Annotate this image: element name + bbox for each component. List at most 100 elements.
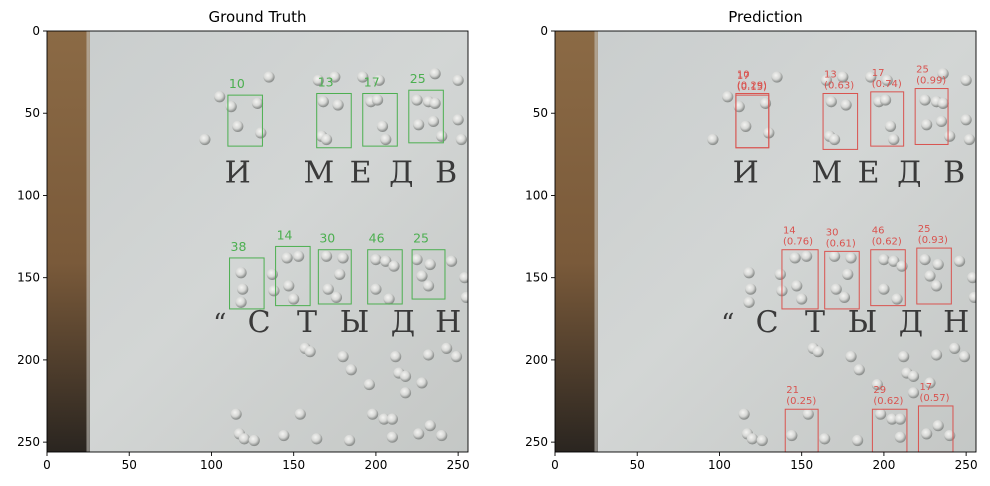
braille-dot bbox=[756, 434, 768, 447]
braille-dot bbox=[838, 291, 851, 304]
photo-letter: Д bbox=[899, 305, 923, 340]
braille-dot bbox=[380, 133, 392, 146]
x-tick-label: 100 bbox=[200, 458, 223, 472]
braille-dot bbox=[830, 283, 842, 295]
braille-dot bbox=[363, 378, 375, 391]
braille-dot bbox=[840, 99, 852, 111]
braille-dot bbox=[746, 433, 758, 445]
braille-dot bbox=[963, 133, 976, 146]
y-tick-label: 50 bbox=[533, 106, 548, 120]
braille-dot bbox=[871, 378, 883, 391]
braille-dot bbox=[450, 351, 463, 363]
x-tick-label: 250 bbox=[955, 458, 978, 472]
braille-dot bbox=[921, 119, 933, 131]
bbox-score: (0.61) bbox=[826, 238, 856, 249]
bbox bbox=[227, 94, 263, 147]
braille-dot bbox=[886, 413, 898, 425]
braille-dot bbox=[330, 291, 343, 304]
braille-dot bbox=[232, 120, 244, 132]
photo-letter: В bbox=[943, 155, 965, 190]
braille-dot bbox=[317, 96, 329, 108]
braille-dot bbox=[427, 115, 440, 128]
braille-dot bbox=[944, 130, 956, 142]
braille-dot bbox=[907, 387, 920, 399]
braille-dot bbox=[237, 283, 249, 295]
braille-dot bbox=[937, 68, 949, 80]
braille-dot bbox=[312, 74, 324, 86]
braille-dot bbox=[944, 429, 956, 442]
bbox bbox=[781, 249, 819, 310]
photo-letter: В bbox=[435, 155, 457, 190]
braille-dot bbox=[707, 133, 719, 146]
braille-dot bbox=[968, 291, 976, 304]
y-tick-label: 0 bbox=[540, 24, 548, 38]
braille-dot bbox=[266, 268, 278, 280]
braille-dot bbox=[842, 268, 854, 280]
braille-dot bbox=[386, 431, 398, 443]
braille-dot bbox=[879, 94, 892, 106]
braille-dot bbox=[455, 133, 468, 146]
x-tick-label: 200 bbox=[872, 458, 895, 472]
photo-letter: Д bbox=[389, 155, 413, 190]
bbox-label: 25 bbox=[410, 71, 426, 86]
photo-letter: С bbox=[248, 305, 271, 340]
braille-dot bbox=[771, 71, 783, 83]
braille-dot bbox=[801, 250, 813, 262]
braille-dot bbox=[413, 428, 425, 440]
braille-dot bbox=[460, 291, 468, 304]
braille-dot bbox=[390, 351, 402, 363]
bbox-label: 17 bbox=[737, 71, 750, 82]
braille-dot bbox=[311, 433, 323, 445]
panel-title: Prediction bbox=[728, 8, 803, 26]
braille-dot bbox=[875, 408, 887, 420]
braille-dot bbox=[960, 114, 972, 126]
photo-letter: “ bbox=[721, 309, 734, 339]
braille-dot bbox=[791, 280, 803, 292]
x-tick-label: 200 bbox=[364, 458, 387, 472]
braille-dot bbox=[238, 433, 250, 445]
bbox bbox=[367, 249, 403, 305]
braille-dot bbox=[304, 346, 316, 358]
bbox-label: 13 bbox=[824, 69, 837, 80]
bbox bbox=[824, 250, 860, 310]
braille-dot bbox=[214, 91, 226, 103]
braille-dot bbox=[399, 370, 412, 382]
bbox-layer: 10(0.29)17(0.15)13(0.63)17(0.74)25(0.99)… bbox=[735, 65, 954, 453]
x-tick-label: 0 bbox=[551, 458, 559, 472]
braille-dot bbox=[278, 429, 290, 442]
braille-dot bbox=[878, 253, 890, 266]
bbox bbox=[870, 249, 906, 307]
wooden-edge bbox=[47, 31, 90, 452]
braille-dot bbox=[949, 342, 961, 354]
bbox bbox=[870, 91, 905, 147]
braille-dot bbox=[288, 293, 300, 305]
y-tick-label: 0 bbox=[32, 24, 40, 38]
braille-dot bbox=[225, 101, 237, 113]
bbox-label: 46 bbox=[872, 226, 885, 237]
bbox-label: 14 bbox=[277, 227, 293, 242]
braille-dot bbox=[337, 351, 349, 363]
bbox bbox=[362, 92, 398, 147]
braille-dot bbox=[820, 74, 832, 86]
braille-dot bbox=[386, 413, 398, 425]
photo-letter: М bbox=[812, 155, 843, 190]
braille-dot bbox=[429, 68, 441, 80]
x-tick-label: 100 bbox=[708, 458, 731, 472]
x-tick-label: 0 bbox=[43, 458, 51, 472]
braille-dot bbox=[380, 255, 392, 267]
photo-letter: Т bbox=[297, 305, 317, 340]
braille-dot bbox=[733, 101, 745, 113]
braille-dot bbox=[322, 283, 334, 295]
bbox-label: 17 bbox=[364, 74, 380, 89]
braille-dot bbox=[884, 120, 897, 132]
braille-dot bbox=[263, 71, 275, 83]
braille-dot bbox=[743, 296, 755, 308]
braille-dot bbox=[235, 267, 247, 279]
braille-dot bbox=[411, 253, 423, 266]
braille-dot bbox=[320, 250, 333, 262]
bbox-label: 38 bbox=[231, 239, 247, 254]
bbox-score: (0.74) bbox=[872, 79, 902, 90]
y-tick-label: 150 bbox=[17, 271, 40, 285]
bbox-label: 29 bbox=[873, 385, 886, 396]
braille-dot bbox=[930, 280, 943, 292]
